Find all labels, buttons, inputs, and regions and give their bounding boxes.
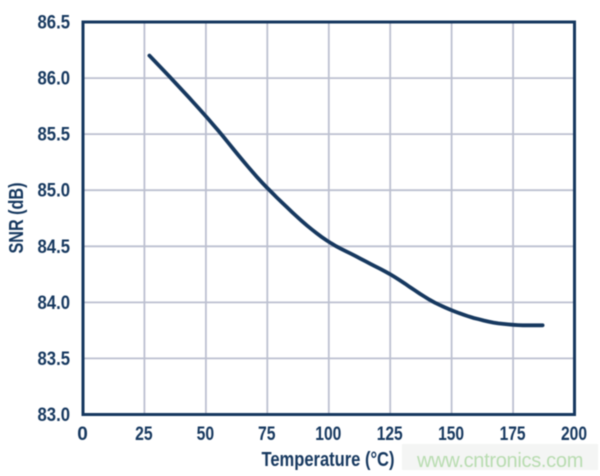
svg-text:150: 150 bbox=[438, 424, 464, 445]
svg-text:www.cntronics.com: www.cntronics.com bbox=[416, 450, 583, 472]
svg-text:200: 200 bbox=[561, 424, 587, 445]
svg-text:75: 75 bbox=[258, 424, 276, 445]
svg-text:86.5: 86.5 bbox=[38, 13, 71, 34]
svg-text:Temperature (°C): Temperature (°C) bbox=[262, 449, 395, 471]
svg-text:25: 25 bbox=[135, 424, 153, 445]
svg-text:85.0: 85.0 bbox=[38, 181, 71, 202]
svg-text:83.0: 83.0 bbox=[38, 405, 71, 426]
svg-text:100: 100 bbox=[315, 424, 341, 445]
svg-text:85.5: 85.5 bbox=[38, 125, 71, 146]
svg-text:84.0: 84.0 bbox=[38, 293, 71, 314]
svg-text:50: 50 bbox=[197, 424, 215, 445]
svg-text:83.5: 83.5 bbox=[38, 349, 71, 370]
svg-text:84.5: 84.5 bbox=[38, 237, 71, 258]
svg-text:86.0: 86.0 bbox=[38, 69, 71, 90]
svg-text:175: 175 bbox=[500, 424, 526, 445]
svg-text:SNR (dB): SNR (dB) bbox=[6, 183, 28, 254]
svg-text:0: 0 bbox=[77, 424, 88, 445]
svg-text:125: 125 bbox=[377, 424, 403, 445]
